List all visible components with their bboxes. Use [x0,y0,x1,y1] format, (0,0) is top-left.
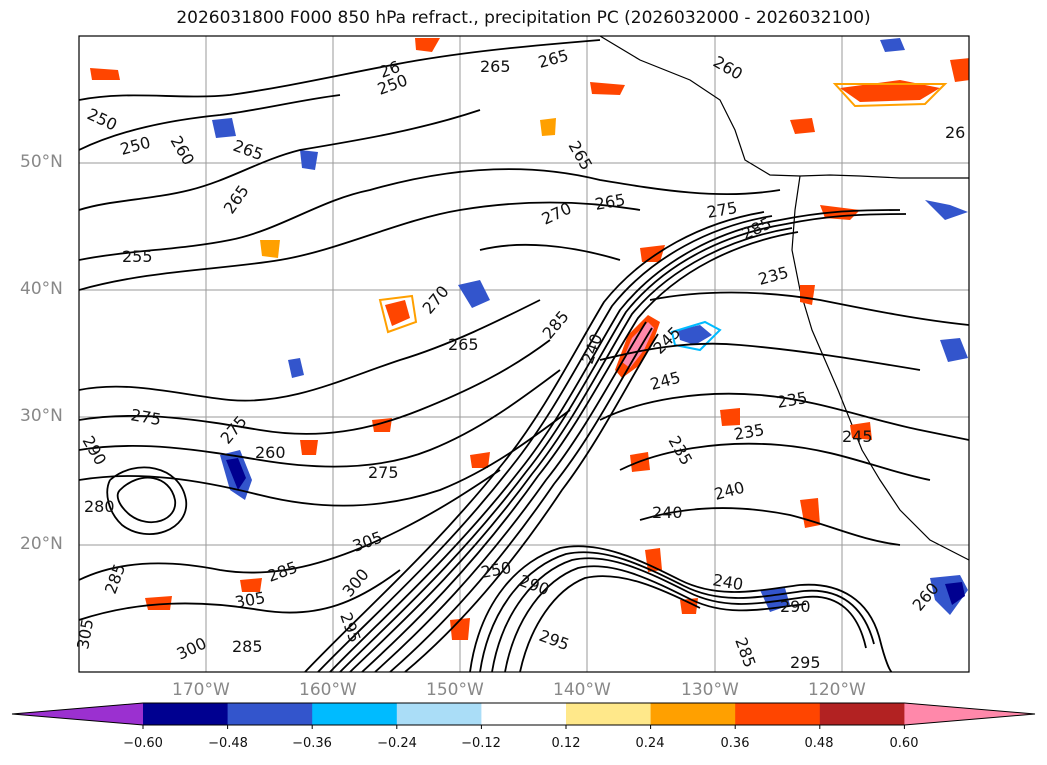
map-title: 2026031800 F000 850 hPa refract., precip… [176,8,871,28]
contour-label: 275 [368,463,399,482]
lon-label-130w: 130°W [681,680,739,700]
contour-label: 265 [480,57,511,76]
contour-label: 290 [780,597,811,616]
map-border [78,35,970,673]
contour-label: 255 [122,247,153,266]
colorbar-extend-low [12,703,143,725]
colorbar-segment [396,703,482,725]
contour-label: 245 [842,427,873,446]
lon-label-140w: 140°W [553,680,611,700]
contour-label: 280 [84,497,115,516]
colorbar-segment [819,703,905,725]
lon-label-160w: 160°W [299,680,357,700]
coastline [599,36,969,561]
colorbar-tick-label: 0.48 [804,736,834,751]
colorbar-tick-label: 0.36 [720,736,750,751]
colorbar-extend-high [904,703,1035,725]
colorbar-tick-label: 0.60 [889,736,919,751]
lon-label-150w: 150°W [426,680,484,700]
refractivity-contours [79,39,969,672]
colorbar-tick-label: −0.12 [461,736,501,751]
colorbar-segment [312,703,398,725]
contour-label: 260 [255,443,286,462]
contour-label: 240 [652,503,683,522]
colorbar-segment [566,703,652,725]
colorbar-segment [143,703,229,725]
colorbar-segment [650,703,736,725]
lat-label-20n: 20°N [20,534,63,554]
colorbar-segment [227,703,313,725]
lon-label-120w: 120°W [808,680,866,700]
colorbar-tick-label: −0.24 [377,736,417,751]
lon-label-170w: 170°W [172,680,230,700]
colorbar-tick-label: −0.60 [123,736,163,751]
contour-label: 265 [448,335,479,354]
colorbar-tick-label: −0.48 [208,736,248,751]
colorbar-tick-label: 0.24 [635,736,665,751]
colorbar-segment [735,703,821,725]
colorbar [11,702,1036,729]
contour-label: 295 [790,653,821,672]
lat-label-50n: 50°N [20,152,63,172]
colorbar-tick-label: 0.12 [551,736,581,751]
contour-label: 285 [232,637,263,656]
colorbar-tick-label: −0.36 [292,736,332,751]
lat-label-40n: 40°N [20,279,63,299]
lat-label-30n: 30°N [20,406,63,426]
contour-label: 26 [945,123,965,142]
colorbar-segment [481,703,567,725]
